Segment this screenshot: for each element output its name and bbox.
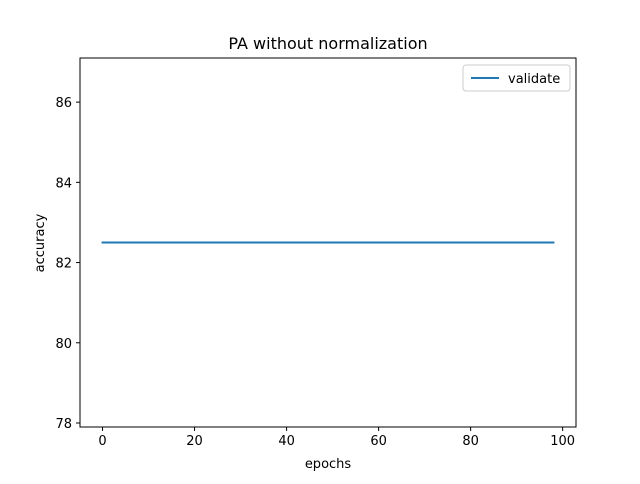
y-tick-label: 80 bbox=[55, 337, 72, 352]
y-tick-label: 86 bbox=[55, 96, 72, 111]
x-tick-label: 20 bbox=[186, 434, 203, 449]
y-tick-label: 82 bbox=[55, 257, 72, 272]
x-tick-label: 0 bbox=[98, 434, 106, 449]
x-tick-label: 100 bbox=[550, 434, 575, 449]
y-axis-label: accuracy bbox=[33, 213, 48, 272]
plot-layer: 0 20 40 60 80 100 78 80 82 84 86 validate bbox=[55, 57, 577, 449]
legend-box bbox=[462, 64, 571, 92]
y-tick-label: 84 bbox=[55, 176, 72, 191]
legend-label: validate bbox=[508, 72, 560, 87]
x-tick-label: 80 bbox=[462, 434, 479, 449]
x-tick-label: 60 bbox=[370, 434, 387, 449]
x-tick-label: 40 bbox=[278, 434, 295, 449]
x-axis-label: epochs bbox=[305, 457, 352, 472]
plot-frame bbox=[79, 57, 577, 428]
y-tick-label: 78 bbox=[55, 417, 72, 432]
chart-title: PA without normalization bbox=[228, 34, 427, 53]
